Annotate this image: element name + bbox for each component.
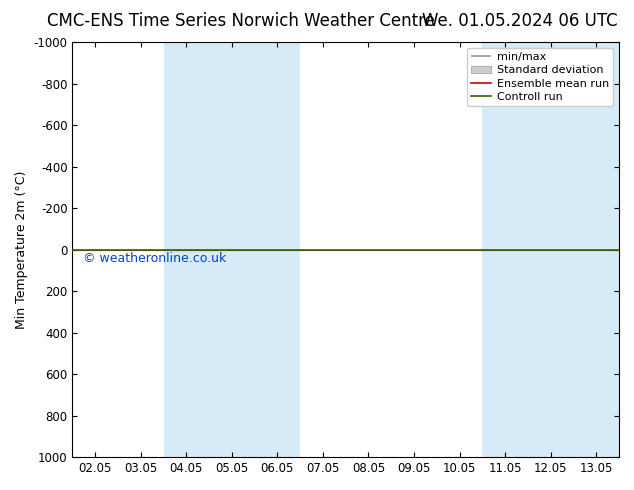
Bar	[164, 42, 300, 457]
Bar	[482, 42, 619, 457]
Text: CMC-ENS Time Series Norwich Weather Centre: CMC-ENS Time Series Norwich Weather Cent…	[47, 12, 435, 30]
Text: We. 01.05.2024 06 UTC: We. 01.05.2024 06 UTC	[422, 12, 618, 30]
Y-axis label: Min Temperature 2m (°C): Min Temperature 2m (°C)	[15, 171, 28, 329]
Text: © weatheronline.co.uk: © weatheronline.co.uk	[83, 252, 226, 265]
Legend: min/max, Standard deviation, Ensemble mean run, Controll run: min/max, Standard deviation, Ensemble me…	[467, 48, 614, 106]
